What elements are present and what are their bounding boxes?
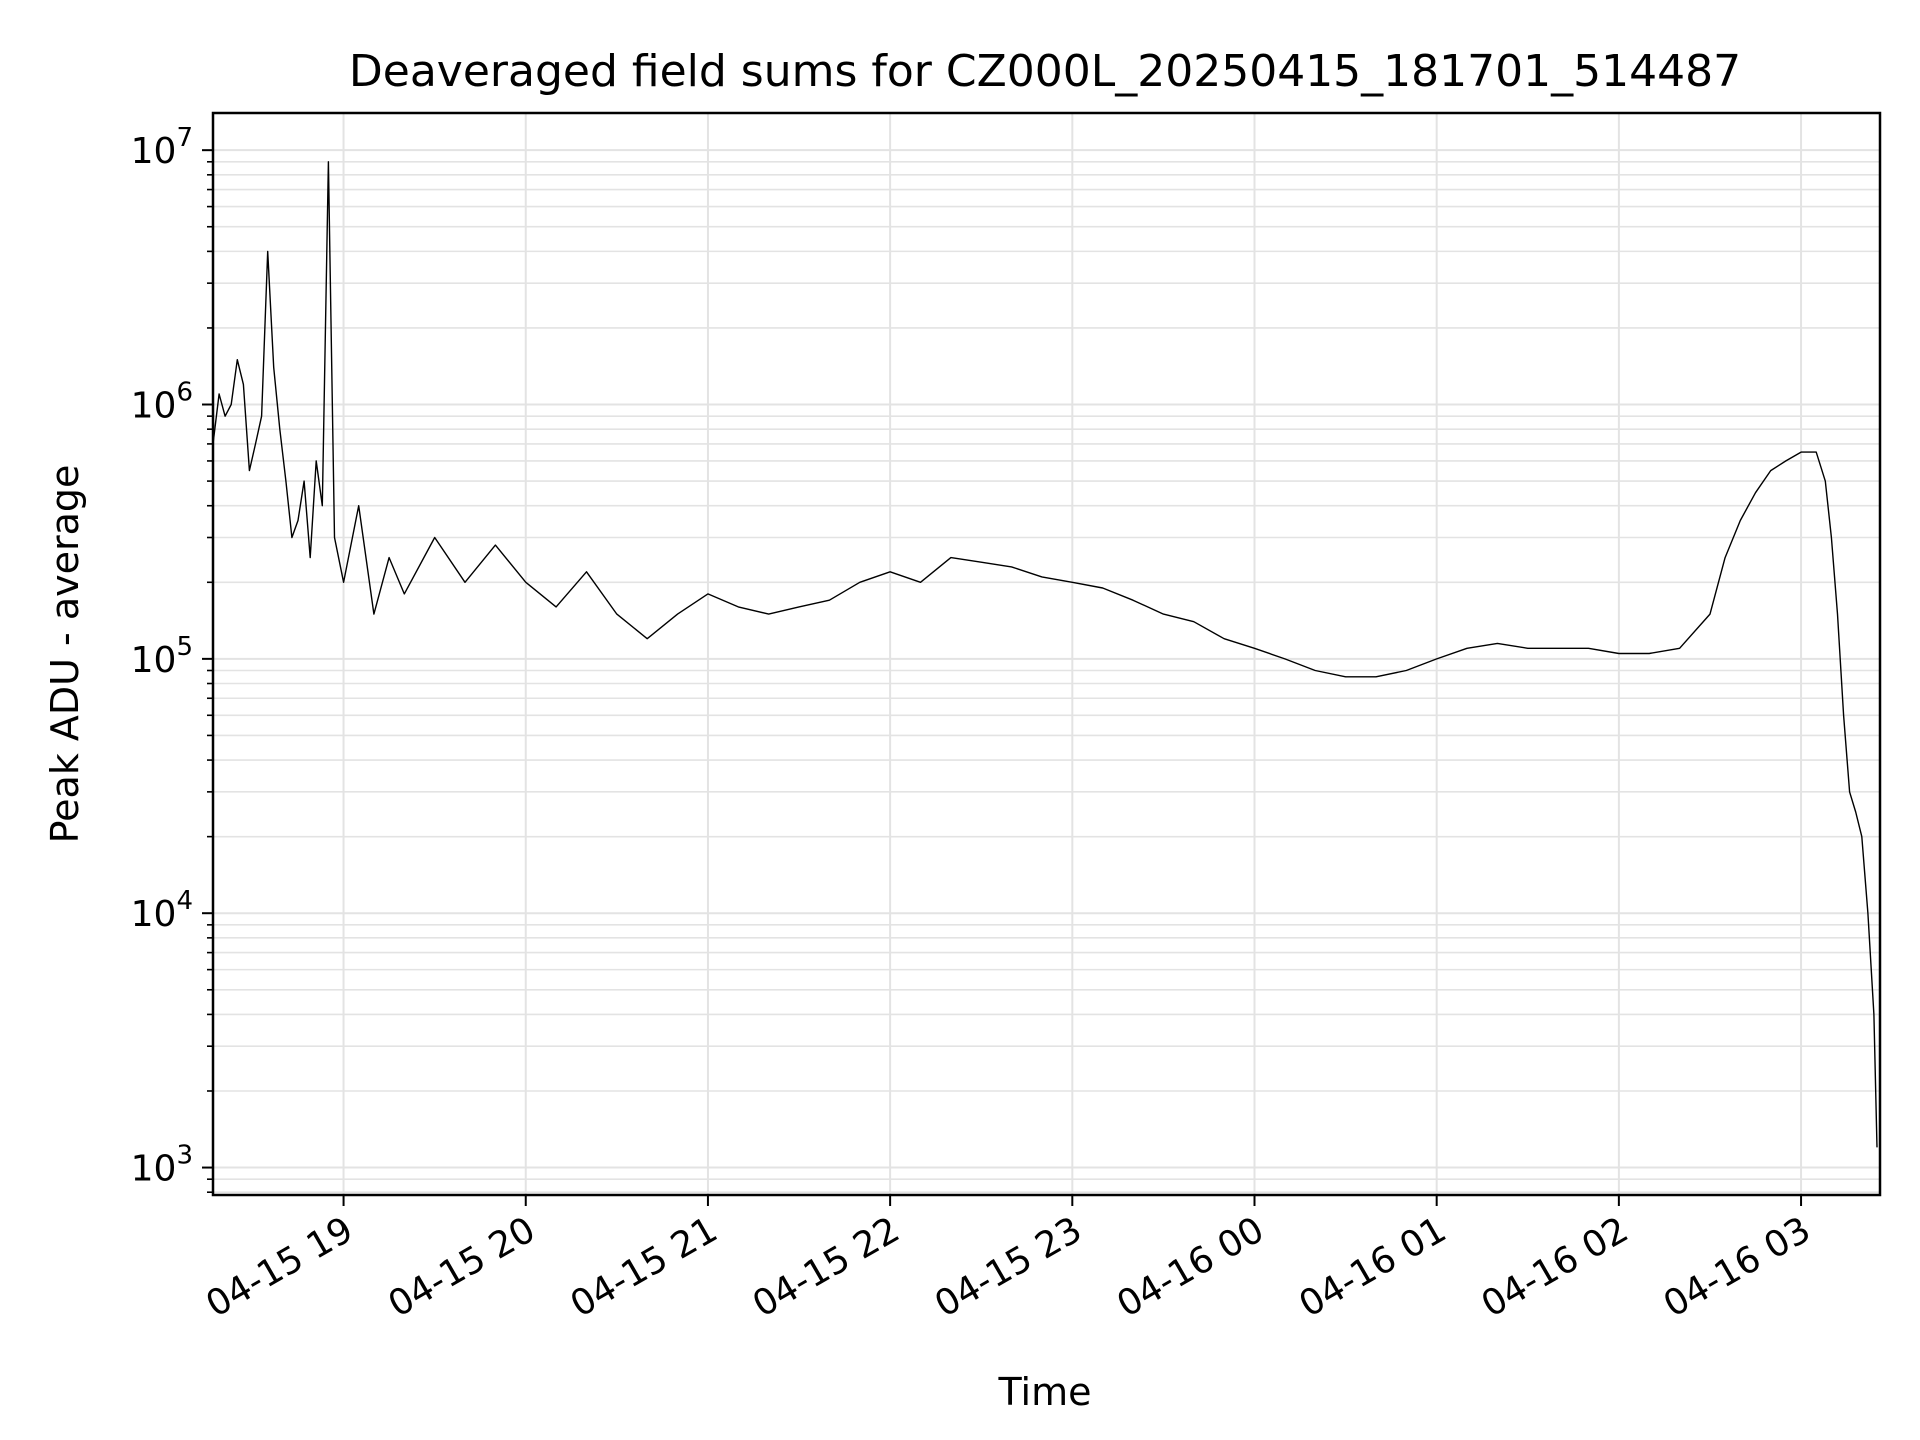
y-tick-base: 10 [131,131,177,172]
y-tick-label: 104 [131,886,193,935]
y-tick-base: 10 [131,894,177,935]
y-tick-label: 106 [131,378,193,427]
y-tick-label: 107 [131,123,193,172]
y-tick-label: 105 [131,632,193,681]
y-tick-exponent: 3 [176,1141,193,1171]
y-tick-exponent: 4 [176,886,193,916]
series-layer [212,161,1878,1148]
chart-title: Deaveraged field sums for CZ000L_2025041… [349,46,1741,97]
y-tick-exponent: 5 [176,632,193,662]
y-tick-exponent: 7 [176,123,193,153]
y-tick-base: 10 [131,1149,177,1190]
grid [207,113,1880,1195]
series-line [212,161,1878,1148]
y-tick-base: 10 [131,640,177,681]
x-axis-label: Time [998,1370,1092,1414]
y-tick-exponent: 6 [176,378,193,408]
y-tick-base: 10 [131,386,177,427]
plot-frame [211,111,1882,1197]
y-tick-label: 103 [131,1141,193,1190]
y-axis-label: Peak ADU - average [43,465,87,844]
